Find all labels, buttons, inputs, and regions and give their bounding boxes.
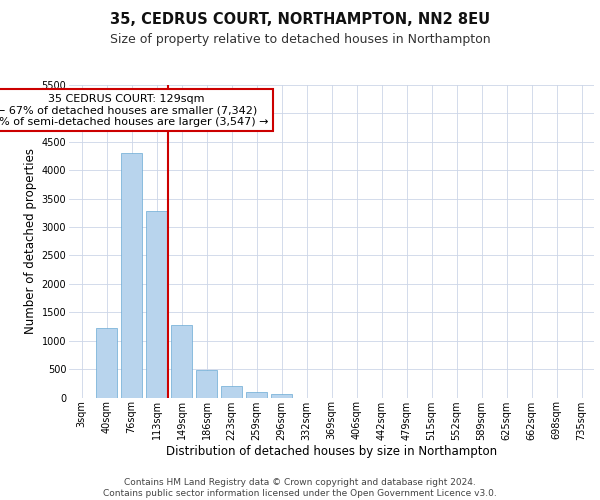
Text: 35 CEDRUS COURT: 129sqm
← 67% of detached houses are smaller (7,342)
32% of semi: 35 CEDRUS COURT: 129sqm ← 67% of detache…: [0, 94, 268, 126]
X-axis label: Distribution of detached houses by size in Northampton: Distribution of detached houses by size …: [166, 446, 497, 458]
Bar: [171, 326, 192, 398]
Bar: [271, 394, 292, 398]
Bar: [96, 328, 117, 398]
Bar: [196, 370, 217, 398]
Text: 35, CEDRUS COURT, NORTHAMPTON, NN2 8EU: 35, CEDRUS COURT, NORTHAMPTON, NN2 8EU: [110, 12, 490, 28]
Y-axis label: Number of detached properties: Number of detached properties: [25, 148, 37, 334]
Bar: [221, 386, 242, 398]
Text: Contains HM Land Registry data © Crown copyright and database right 2024.
Contai: Contains HM Land Registry data © Crown c…: [103, 478, 497, 498]
Bar: [246, 392, 267, 398]
Bar: [121, 153, 142, 398]
Bar: [146, 211, 167, 398]
Text: Size of property relative to detached houses in Northampton: Size of property relative to detached ho…: [110, 32, 490, 46]
